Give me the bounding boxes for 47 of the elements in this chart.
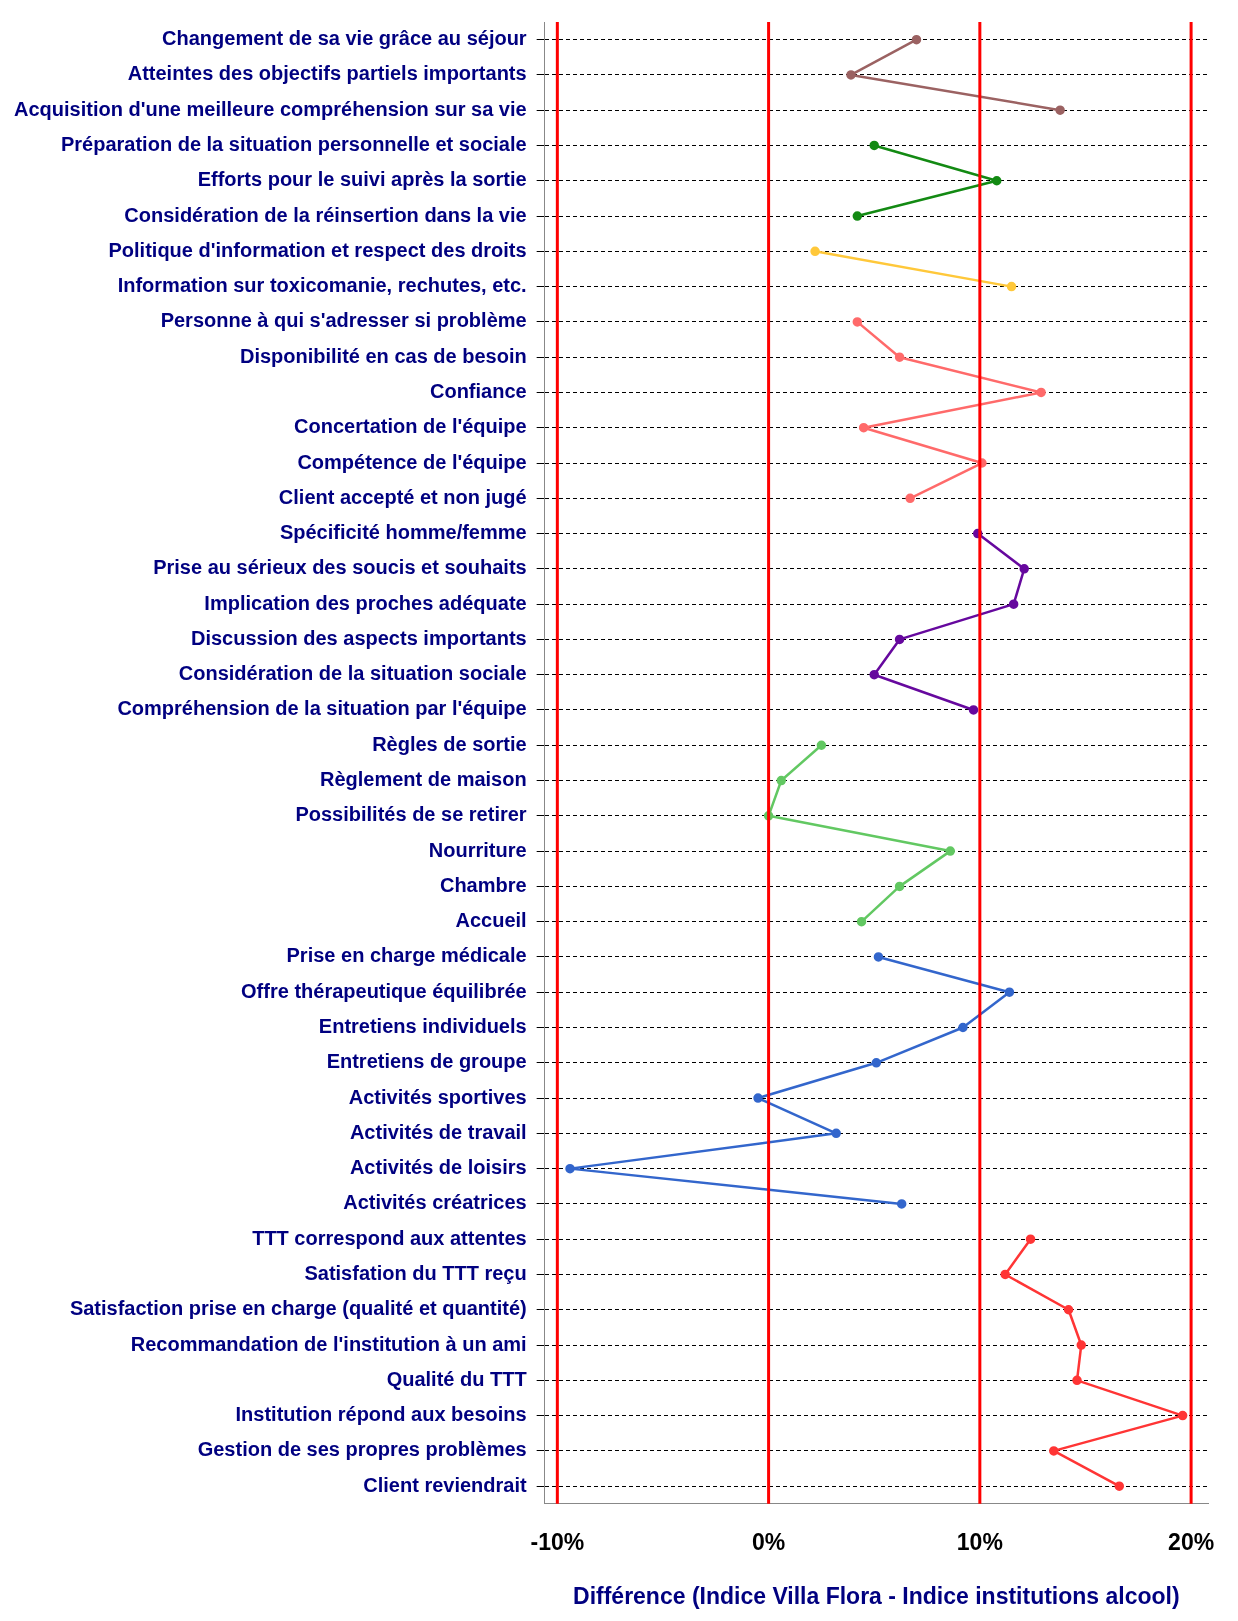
y-tick-label: Information sur toxicomanie, rechutes, etc. <box>117 274 527 297</box>
y-tick-label: Gestion de ses propres problèmes <box>197 1438 527 1461</box>
y-tick-label: Prise en charge médicale <box>286 944 527 967</box>
y-tick-label: Satisfaction prise en charge (qualité et quantité) <box>69 1297 527 1320</box>
y-tick-label: Préparation de la situation personnelle et sociale <box>60 133 527 155</box>
y-tick-label: Activités de loisirs <box>349 1156 527 1179</box>
y-tick-label: Recommandation de l'institution à un ami <box>130 1332 527 1355</box>
y-tick-label: Atteintes des objectifs partiels importants <box>127 62 527 85</box>
y-tick-label: Concertation de l'équipe <box>294 415 527 438</box>
y-tick-label: Règles de sortie <box>372 732 527 755</box>
y-tick-label: Possibilités de se retirer <box>295 803 527 826</box>
x-tick-label: -10% <box>530 1528 585 1555</box>
y-tick-label: Changement de sa vie grâce au séjour <box>162 27 527 50</box>
y-tick-label: Compréhension de la situation par l'équipe <box>117 697 527 720</box>
x-tick-label: 0% <box>751 1528 786 1555</box>
y-tick-label: Efforts pour le suivi après la sortie <box>197 168 527 191</box>
y-tick-label: Implication des proches adéquate <box>204 591 527 614</box>
y-tick-label: Chambre <box>439 873 527 896</box>
y-tick-label: Offre thérapeutique équilibrée <box>241 979 527 1002</box>
y-tick-label: Entretiens individuels <box>318 1015 527 1038</box>
y-tick-label: Considération de la situation sociale <box>178 662 527 685</box>
y-tick-label: Qualité du TTT <box>386 1367 527 1390</box>
y-tick-label: Confiance <box>429 379 527 402</box>
y-tick-label: Acquisition d'une meilleure compréhension sur sa vie <box>13 97 527 120</box>
y-tick-label: Nourriture <box>428 838 527 861</box>
y-tick-label: Activités sportives <box>348 1085 527 1108</box>
y-tick-label: Accueil <box>455 909 527 932</box>
y-tick-label: Disponibilité en cas de besoin <box>239 344 527 367</box>
y-tick-label: TTT correspond aux attentes <box>252 1226 527 1249</box>
y-tick-label: Compétence de l'équipe <box>297 450 527 473</box>
y-tick-label: Personne à qui s'adresser si problème <box>160 309 527 332</box>
x-axis-title: Différence (Indice Villa Flora - Indice institutions alcool) <box>573 1582 1180 1609</box>
y-tick-label: Règlement de maison <box>319 768 527 791</box>
y-tick-label: Entretiens de groupe <box>326 1050 527 1073</box>
y-tick-label: Spécificité homme/femme <box>279 521 527 544</box>
y-tick-label: Politique d'information et respect des droits <box>108 238 527 261</box>
y-tick-label: Client reviendrait <box>363 1473 527 1496</box>
y-tick-label: Activités de travail <box>349 1120 527 1143</box>
y-tick-label: Discussion des aspects importants <box>190 626 527 649</box>
y-tick-label: Client accepté et non jugé <box>278 485 527 508</box>
y-tick-label: Considération de la réinsertion dans la vie <box>124 203 527 226</box>
y-tick-label: Satisfation du TTT reçu <box>304 1261 527 1284</box>
y-tick-label: Activités créatrices <box>343 1191 527 1214</box>
x-tick-label: 10% <box>956 1528 1003 1555</box>
y-tick-label: Prise au sérieux des soucis et souhaits <box>153 556 527 579</box>
y-tick-label: Institution répond aux besoins <box>235 1403 527 1426</box>
x-tick-label: 20% <box>1168 1528 1215 1555</box>
